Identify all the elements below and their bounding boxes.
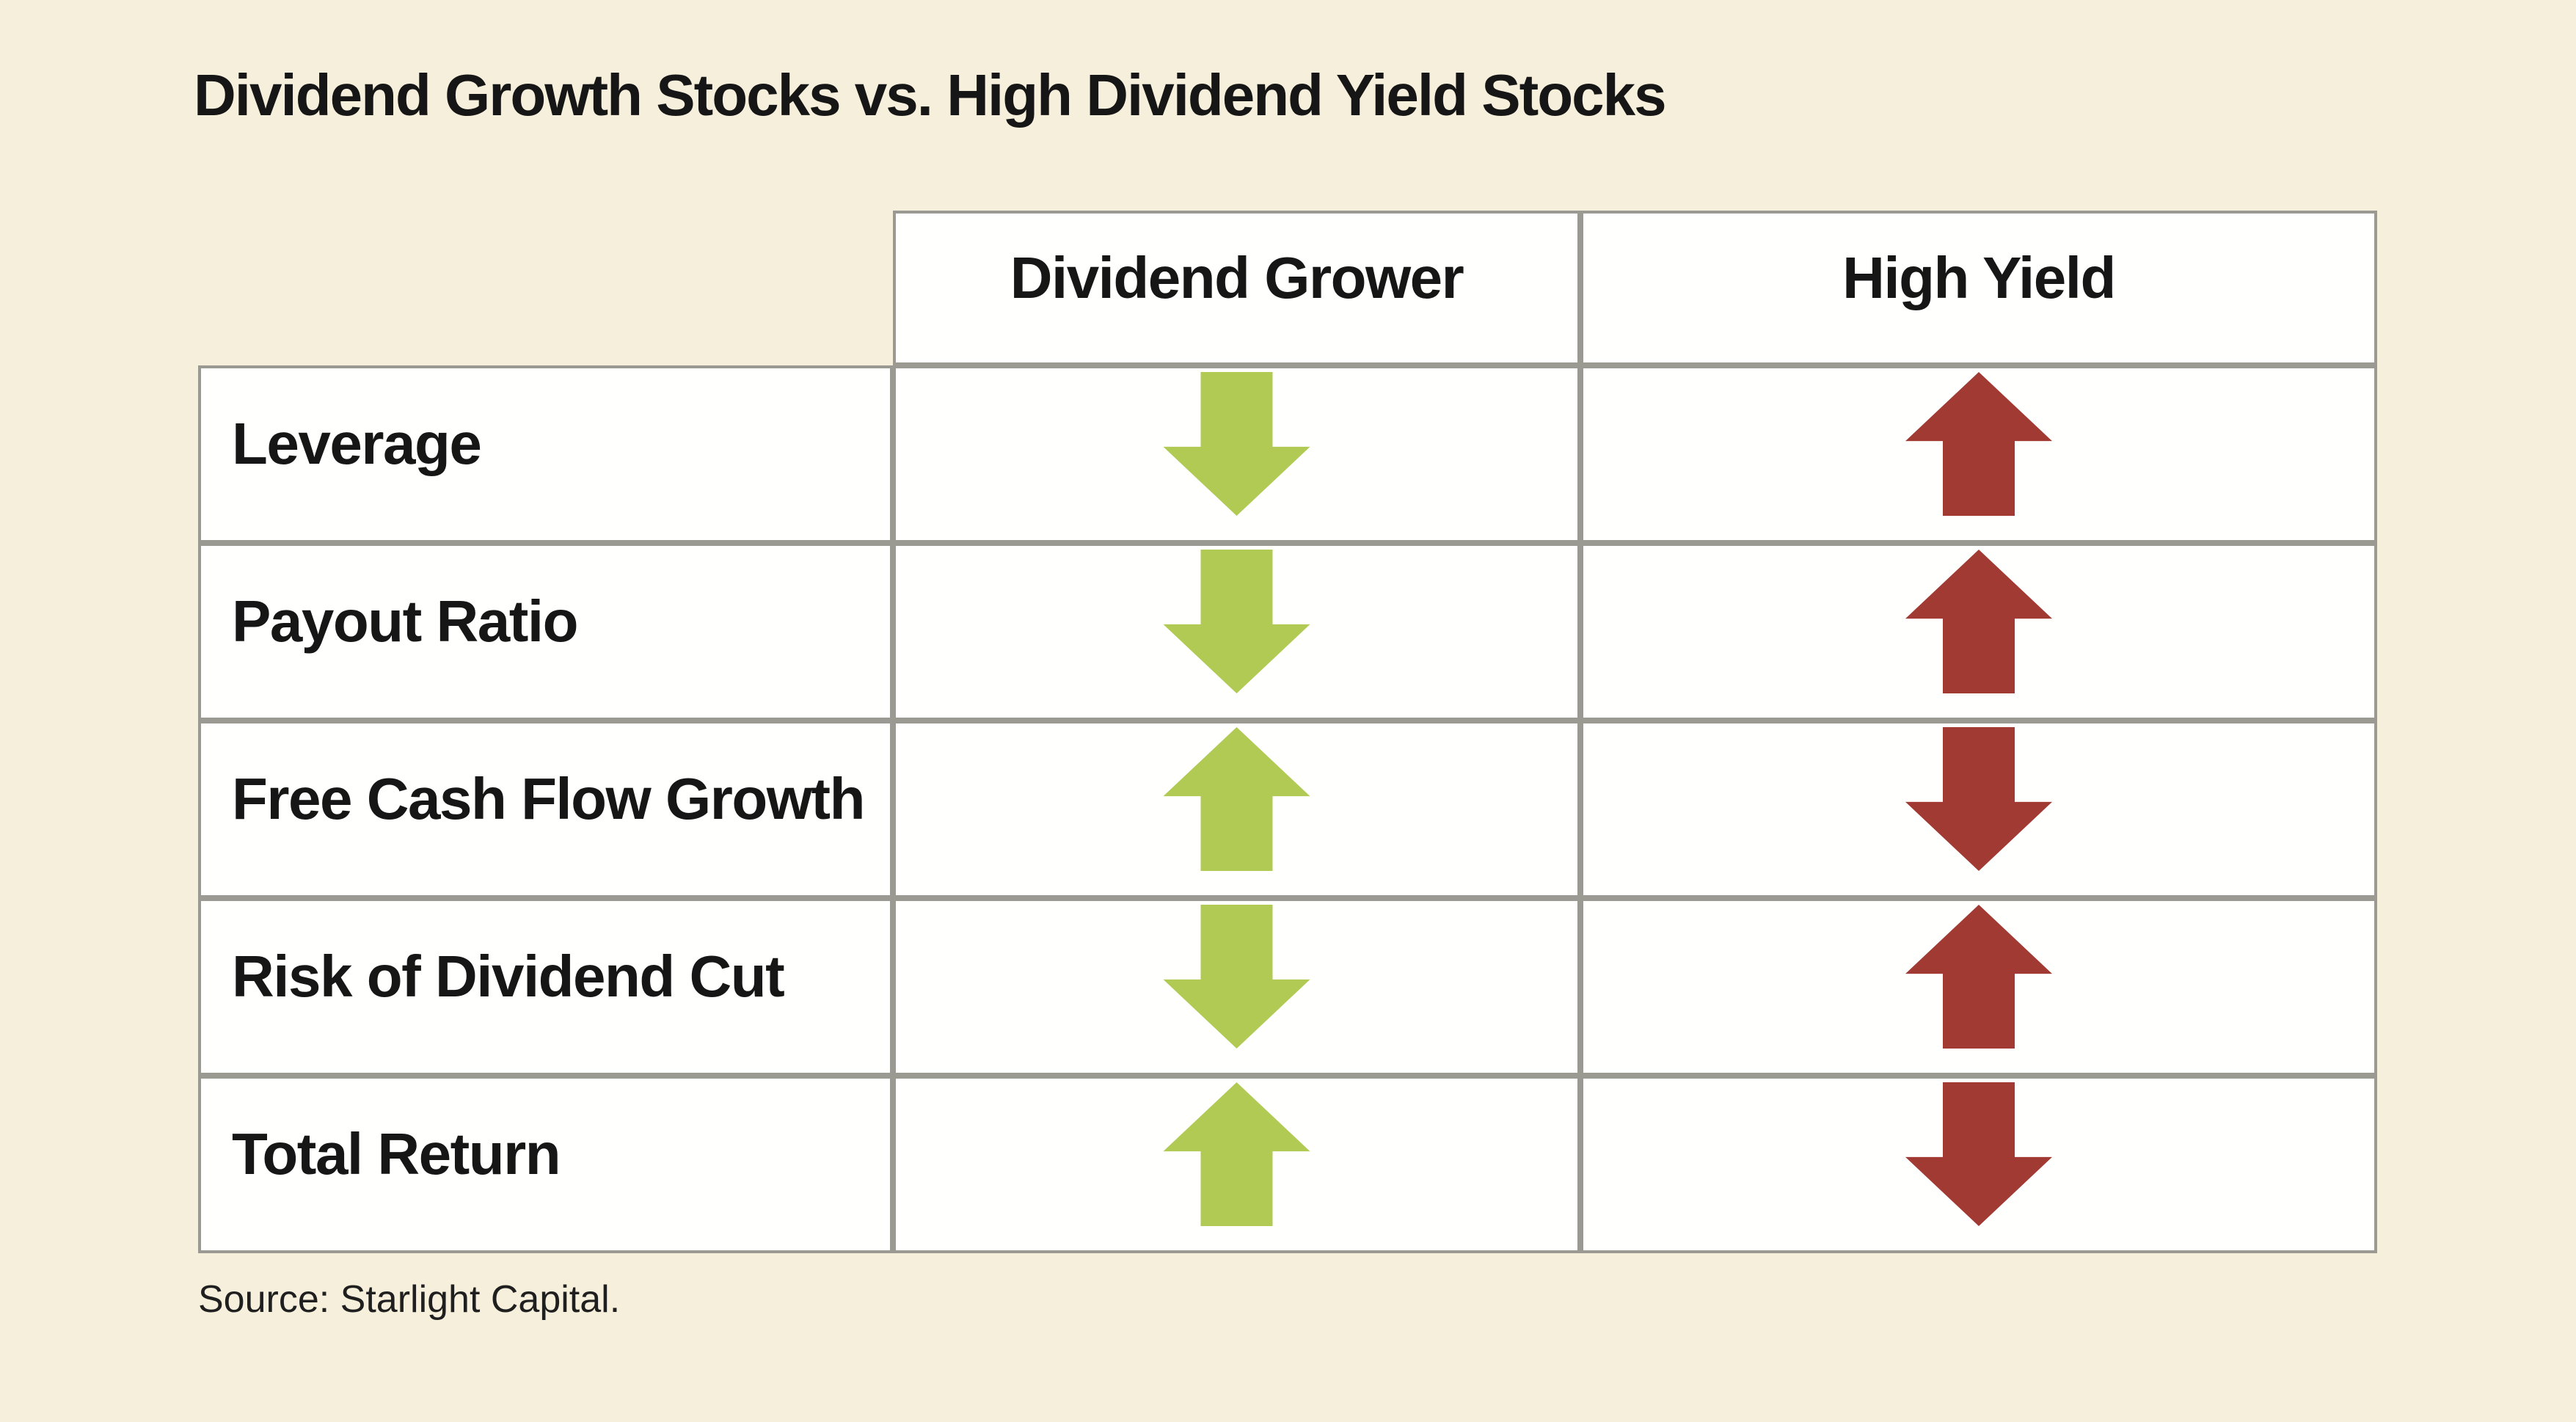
source-note: Source: Starlight Capital.	[198, 1278, 621, 1321]
cell-total-return-dividend-grower	[893, 1076, 1580, 1253]
row-label-total-return: Total Return	[198, 1076, 893, 1253]
down-arrow-icon	[1164, 905, 1310, 1049]
down-arrow-icon	[1905, 727, 2052, 871]
down-arrow-icon	[1164, 372, 1310, 516]
cell-total-return-high-yield	[1580, 1076, 2377, 1253]
row-label-risk-of-dividend-cut: Risk of Dividend Cut	[198, 898, 893, 1076]
comparison-table: Dividend Grower High Yield Leverage Payo…	[198, 211, 2377, 1253]
down-arrow-icon	[1905, 1082, 2052, 1226]
column-header-high-yield: High Yield	[1580, 211, 2377, 365]
cell-risk-of-dividend-cut-high-yield	[1580, 898, 2377, 1076]
row-label-text: Payout Ratio	[232, 588, 578, 654]
column-header-label: Dividend Grower	[1010, 244, 1464, 310]
row-label-payout-ratio: Payout Ratio	[198, 543, 893, 721]
cell-free-cash-flow-growth-dividend-grower	[893, 721, 1580, 898]
cell-payout-ratio-high-yield	[1580, 543, 2377, 721]
column-header-dividend-grower: Dividend Grower	[893, 211, 1580, 365]
column-header-label: High Yield	[1842, 244, 2116, 310]
row-label-text: Total Return	[232, 1121, 561, 1186]
chart-title: Dividend Growth Stocks vs. High Dividend…	[194, 62, 1667, 128]
row-label-free-cash-flow-growth: Free Cash Flow Growth	[198, 721, 893, 898]
cell-leverage-dividend-grower	[893, 365, 1580, 543]
cell-free-cash-flow-growth-high-yield	[1580, 721, 2377, 898]
row-label-leverage: Leverage	[198, 365, 893, 543]
row-label-text: Risk of Dividend Cut	[232, 944, 785, 1009]
down-arrow-icon	[1164, 550, 1310, 693]
cell-risk-of-dividend-cut-dividend-grower	[893, 898, 1580, 1076]
up-arrow-icon	[1905, 550, 2052, 693]
row-label-text: Free Cash Flow Growth	[232, 766, 865, 831]
row-label-text: Leverage	[232, 411, 482, 476]
up-arrow-icon	[1905, 905, 2052, 1049]
up-arrow-icon	[1163, 727, 1310, 871]
cell-payout-ratio-dividend-grower	[893, 543, 1580, 721]
table-corner-spacer	[198, 211, 893, 365]
up-arrow-icon	[1163, 1082, 1310, 1226]
cell-leverage-high-yield	[1580, 365, 2377, 543]
up-arrow-icon	[1905, 372, 2052, 516]
